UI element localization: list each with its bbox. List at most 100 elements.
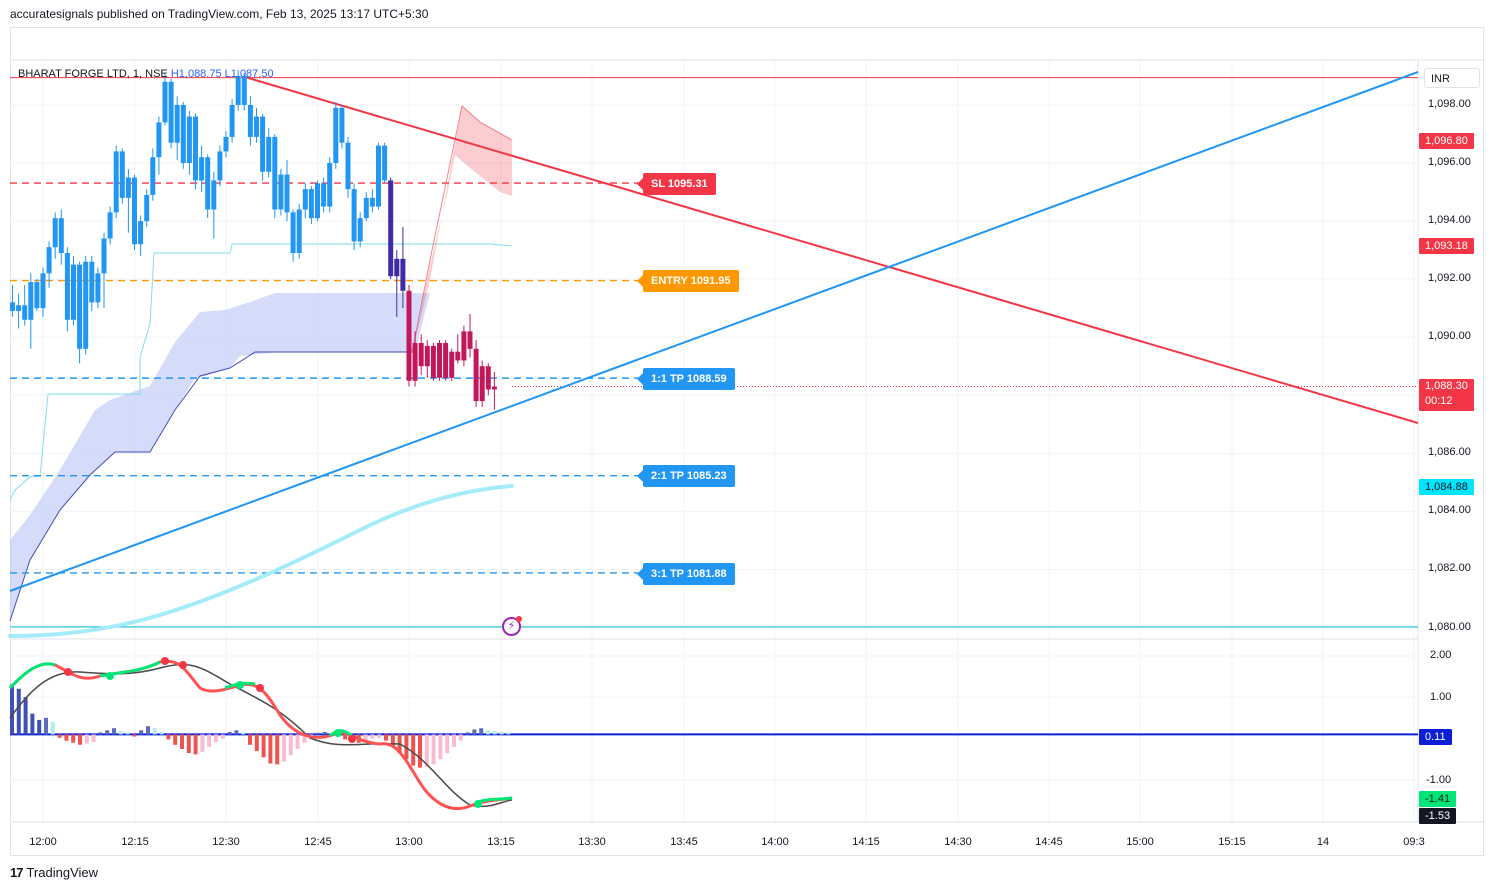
macd-histogram-bar <box>166 734 171 740</box>
publisher-caption: accuratesignals published on TradingView… <box>10 7 429 21</box>
macd-histogram-bar <box>302 734 307 743</box>
candle-body <box>272 136 278 210</box>
candle-body <box>260 116 266 172</box>
candle-body <box>52 218 58 248</box>
price-tag-mid-red: 1,093.18 <box>1419 238 1474 254</box>
candle-body <box>327 163 333 207</box>
candle-body <box>254 116 259 137</box>
candle-body <box>22 305 28 320</box>
macd-line-up <box>328 729 353 738</box>
currency-selector[interactable]: INR <box>1424 68 1480 88</box>
candle-body <box>193 116 198 181</box>
macd-tag-blue: 0.11 <box>1419 729 1452 745</box>
candle-body <box>479 366 485 402</box>
candle-body <box>315 183 320 219</box>
candle-body <box>10 302 15 312</box>
macd-signal-line <box>9 663 513 808</box>
tradingview-logo-mark-icon: 17 <box>10 865 24 880</box>
macd-histogram-bar <box>492 731 497 735</box>
macd-histogram-bar <box>180 734 184 749</box>
candle-body <box>467 331 473 349</box>
candle-body <box>223 136 229 152</box>
sl-label: SL 1095.31 <box>637 173 716 195</box>
macd-cross-dot <box>236 681 244 689</box>
price-tick-label: 1,094.00 <box>1428 214 1471 227</box>
macd-histogram-bar <box>241 732 246 735</box>
macd-line-down <box>8 659 513 811</box>
price-tick-label: 1,096.00 <box>1428 156 1471 169</box>
candle-body <box>400 258 406 291</box>
macd-histogram-bar <box>16 688 21 735</box>
last-price-value: 1,088.30 <box>1425 380 1468 392</box>
baseline-step-line <box>9 243 513 501</box>
time-tick-label: 13:15 <box>487 836 515 848</box>
tradingview-logo[interactable]: 17 TradingView <box>10 865 98 880</box>
macd-histogram-bar <box>152 728 157 735</box>
macd-line-up <box>477 796 513 804</box>
flash-event-icon[interactable]: ⚡ <box>502 616 522 636</box>
candle-body <box>95 273 101 303</box>
macd-histogram-bar <box>506 732 511 735</box>
time-tick-label: 15:00 <box>1126 836 1154 848</box>
time-tick-label: 14:00 <box>761 836 789 848</box>
candle-body <box>229 104 235 137</box>
macd-histogram-bar <box>438 734 443 760</box>
time-tick-label: 12:15 <box>121 836 149 848</box>
candle-body <box>302 189 308 210</box>
candle-body <box>40 273 46 309</box>
price-tick-label: 1,098.00 <box>1428 97 1471 110</box>
time-tick-label: 09:3 <box>1403 836 1425 848</box>
candle-body <box>180 104 186 164</box>
candle-body <box>199 157 205 181</box>
time-tick-label: 12:45 <box>304 836 332 848</box>
candle-body <box>290 212 296 254</box>
candle-body <box>345 142 351 190</box>
macd-cross-dot <box>64 668 72 676</box>
projection-edge <box>411 105 513 354</box>
macd-histogram-bar <box>207 734 212 747</box>
time-tick-label: 13:30 <box>578 836 606 848</box>
macd-histogram-bar <box>499 731 504 735</box>
tp1-label: 1:1 TP 1088.59 <box>637 368 735 390</box>
macd-histogram-bar <box>418 734 422 768</box>
macd-histogram-bar <box>84 734 89 744</box>
macd-histogram-bar <box>227 731 232 735</box>
candle-body <box>491 386 497 390</box>
ascending-trendline <box>9 71 1419 592</box>
candle-body <box>308 189 314 219</box>
candle-body <box>443 343 449 378</box>
macd-histogram-bar <box>214 734 218 742</box>
macd-histogram-bar <box>139 730 144 735</box>
macd-histogram-bar <box>322 731 327 735</box>
time-tick-label: 14:15 <box>852 836 880 848</box>
price-tag-last: 1,088.30 00:12 <box>1419 379 1474 411</box>
candle-body <box>241 75 247 105</box>
candle-body <box>162 81 168 123</box>
candle-body <box>28 282 34 320</box>
macd-cross-dot <box>256 684 264 692</box>
candle-body <box>168 81 174 143</box>
time-tick-label: 14:45 <box>1035 836 1063 848</box>
macd-histogram-bar <box>275 734 280 765</box>
macd-histogram-bar <box>363 734 368 741</box>
candle-body <box>473 348 479 402</box>
candle-body <box>64 253 70 320</box>
macd-histogram-bar <box>125 732 130 735</box>
macd-histogram-bar <box>411 734 416 766</box>
time-tick-label: 13:45 <box>670 836 698 848</box>
candle-body <box>430 345 436 378</box>
candles-group <box>10 70 497 410</box>
symbol-legend: BHARAT FORGE LTD, 1, NSE H1,088.75 L1,08… <box>18 68 274 80</box>
macd-histogram-bar <box>295 734 300 749</box>
macd-tick-label: 2.00 <box>1430 649 1452 661</box>
candle-body <box>351 189 357 242</box>
entry-label: ENTRY 1091.95 <box>637 270 739 292</box>
tp2-label: 2:1 TP 1085.23 <box>637 465 735 487</box>
chart-frame <box>10 27 1484 856</box>
candle-body <box>58 218 64 254</box>
candle-body <box>101 238 107 274</box>
candle-body <box>376 145 381 207</box>
macd-histogram-bar <box>472 729 477 735</box>
macd-cross-dot <box>348 735 356 743</box>
